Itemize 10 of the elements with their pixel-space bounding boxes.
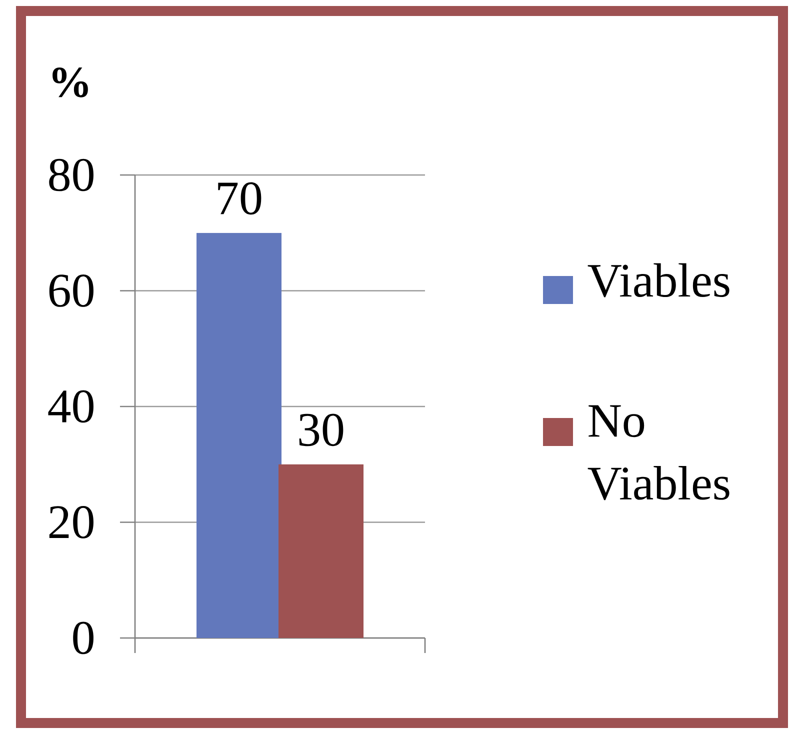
data-label: 70 [218,182,262,215]
y-tick-label: 40 [48,390,94,423]
y-tick-label: 60 [49,274,94,307]
legend-label: Viables [588,263,730,298]
y-tick-label: 0 [73,622,94,654]
data-label: 30 [299,414,344,446]
y-tick-label: 20 [49,506,94,538]
legend-label: No Viables [588,405,730,500]
y-tick-label: 80 [49,158,94,192]
y-axis-title: % [52,67,88,98]
